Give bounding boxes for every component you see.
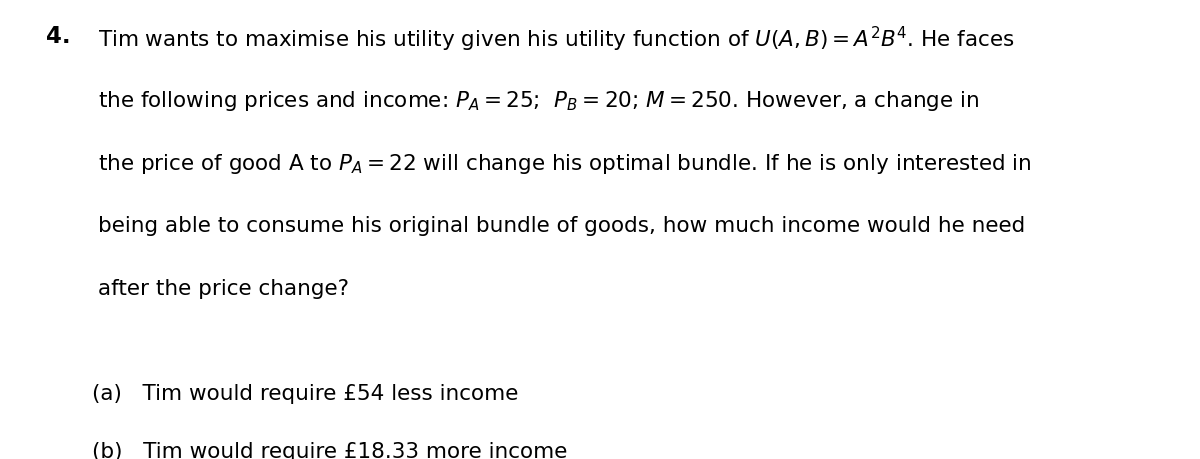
- Text: (b)   Tim would require £18.33 more income: (b) Tim would require £18.33 more income: [92, 441, 568, 459]
- Text: the following prices and income: $P_A = 25$;  $P_B = 20$; $M = 250$. However, a : the following prices and income: $P_A = …: [98, 89, 980, 112]
- Text: Tim wants to maximise his utility given his utility function of $U(A, B) = A^2B^: Tim wants to maximise his utility given …: [98, 25, 1015, 54]
- Text: after the price change?: after the price change?: [98, 279, 349, 298]
- Text: being able to consume his original bundle of goods, how much income would he nee: being able to consume his original bundl…: [98, 215, 1026, 235]
- Text: (a)   Tim would require £54 less income: (a) Tim would require £54 less income: [92, 383, 518, 403]
- Text: the price of good A to $P_A = 22$ will change his optimal bundle. If he is only : the price of good A to $P_A = 22$ will c…: [98, 152, 1032, 176]
- Text: 4.: 4.: [46, 25, 71, 48]
